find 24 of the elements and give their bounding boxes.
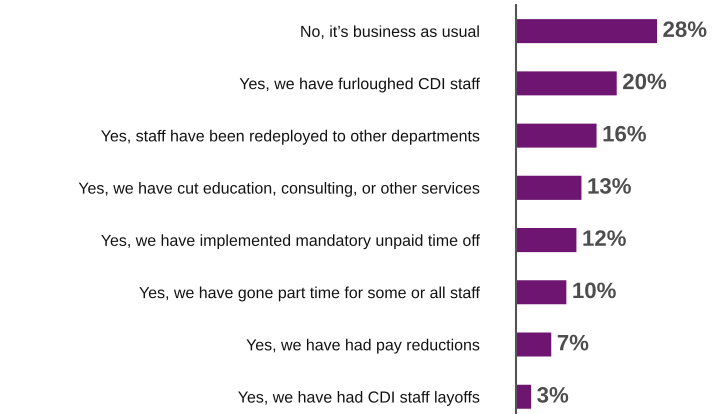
- y-tick-label: Yes, we have had pay reductions: [246, 338, 480, 354]
- data-label: 7%: [558, 334, 588, 350]
- bar: [516, 19, 657, 44]
- bar: [516, 228, 576, 252]
- data-label: 10%: [573, 282, 616, 298]
- y-tick-label: Yes, we have gone part time for some or all staff: [139, 286, 480, 302]
- data-label: 13%: [588, 178, 631, 194]
- bar: [516, 124, 597, 148]
- bar: [516, 384, 532, 409]
- y-tick-label: Yes, we have had CDI staff layoffs: [238, 390, 480, 406]
- y-tick-label: Yes, we have implemented mandatory unpaid time off: [101, 234, 480, 250]
- bar: [516, 332, 552, 357]
- data-label: 28%: [663, 21, 706, 38]
- data-label: 20%: [623, 74, 666, 90]
- data-label: 12%: [583, 230, 626, 246]
- data-label: 3%: [537, 386, 568, 403]
- data-label: 16%: [604, 126, 646, 142]
- y-tick-label: Yes, staff have been redeployed to other departments: [101, 130, 480, 145]
- bar: [516, 280, 566, 304]
- bar: [516, 176, 582, 200]
- bar: [516, 71, 617, 96]
- y-tick-label: Yes, we have furloughed CDI staff: [240, 78, 480, 92]
- y-tick-label: Yes, we have cut education, consulting, or other services: [78, 182, 480, 197]
- y-tick-label: No, it’s business as usual: [301, 25, 479, 39]
